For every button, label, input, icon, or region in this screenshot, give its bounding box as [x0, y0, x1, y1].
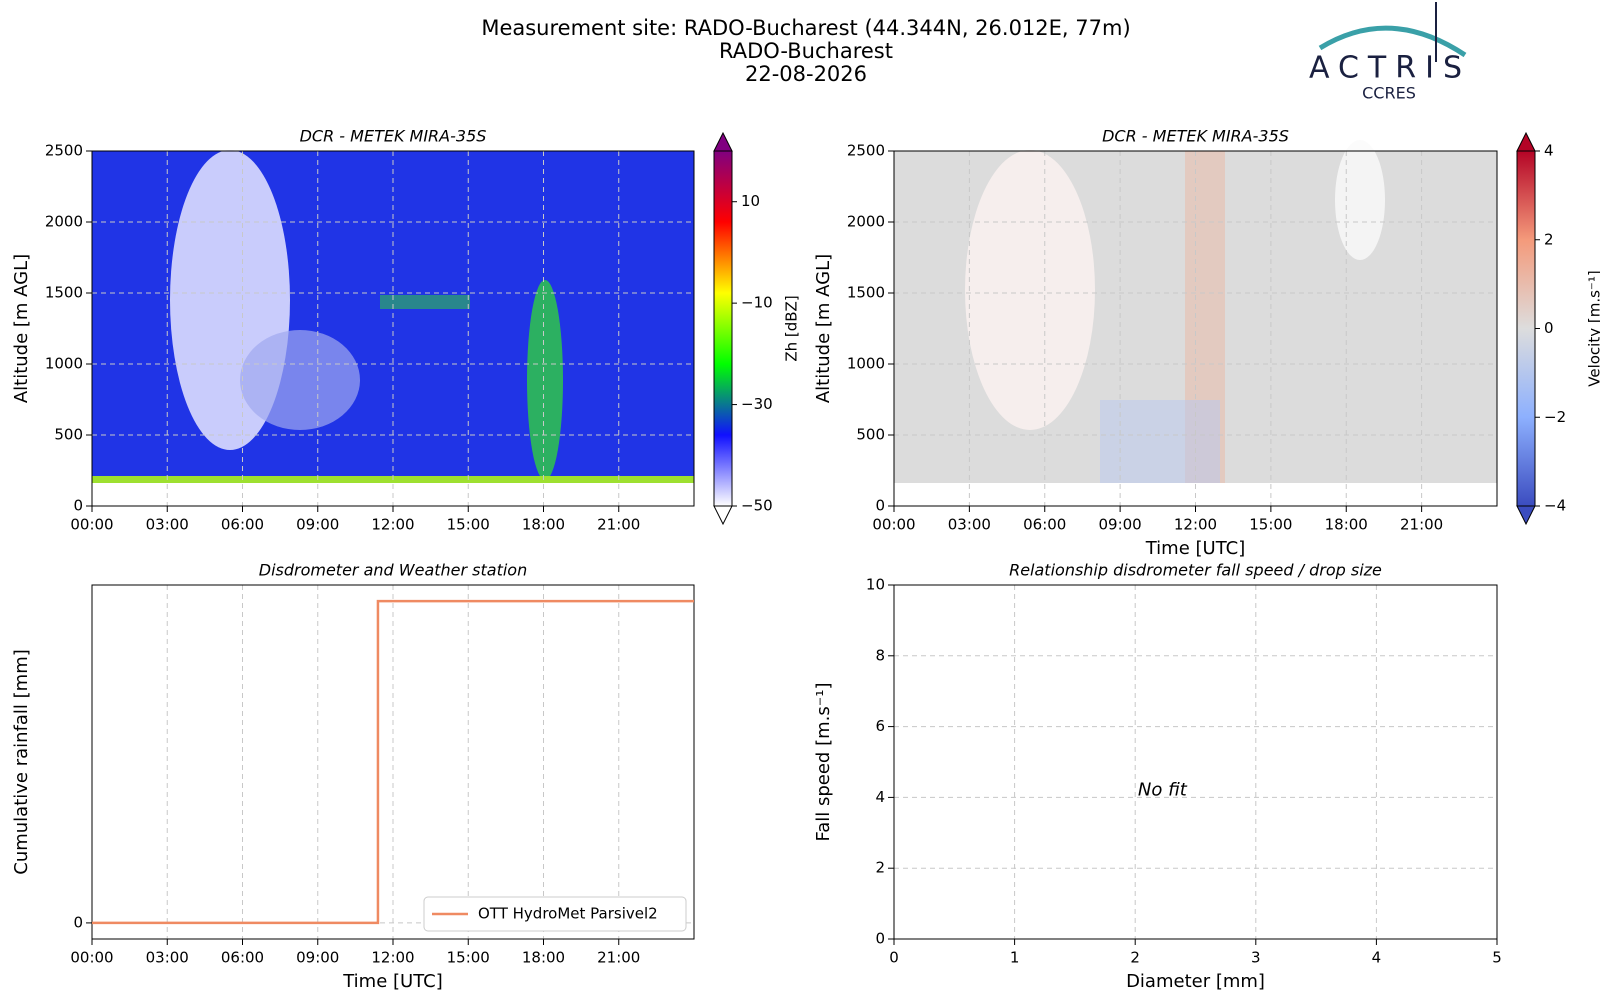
- colorbar-extend: [1516, 131, 1536, 152]
- panel-title: Relationship disdrometer fall speed / dr…: [1009, 561, 1382, 580]
- x-axis-label: Time [UTC]: [1145, 538, 1246, 559]
- figure-date: 22-08-2026: [745, 62, 867, 86]
- colorbar: [713, 150, 733, 507]
- y-tick-label: 500: [856, 426, 885, 444]
- x-tick-label: 15:00: [1249, 516, 1292, 534]
- line-series: [92, 599, 694, 925]
- colorbar-tick-label: 10: [741, 192, 760, 210]
- x-tick-label: 06:00: [221, 949, 264, 967]
- figure-title: Measurement site: RADO-Bucharest (44.344…: [481, 16, 1130, 40]
- colorbar-tick-label: −30: [741, 395, 773, 413]
- colorbar-tick-label: −4: [1544, 497, 1566, 515]
- texture: [380, 295, 470, 309]
- plot-frame: [91, 584, 695, 940]
- figure-subtitle: RADO-Bucharest: [719, 39, 893, 63]
- colorbar-tick-label: 0: [1544, 319, 1554, 337]
- x-tick-label: 03:00: [948, 516, 991, 534]
- logo-subtitle: CCRES: [1362, 84, 1416, 103]
- plot-frame: [91, 150, 695, 507]
- y-tick-label: 2000: [847, 213, 885, 231]
- y-tick-label: 0: [73, 497, 83, 515]
- y-tick-label: 0: [875, 497, 885, 515]
- x-tick-label: 00:00: [872, 516, 915, 534]
- colorbar-tick-label: −2: [1544, 408, 1566, 426]
- x-tick-label: 15:00: [447, 949, 490, 967]
- x-tick-label: 00:00: [70, 516, 113, 534]
- texture: [965, 150, 1095, 430]
- y-tick-label: 8: [875, 646, 885, 664]
- x-tick-label: 03:00: [146, 949, 189, 967]
- x-tick-label: 15:00: [447, 516, 490, 534]
- x-tick-label: 18:00: [1325, 516, 1368, 534]
- y-tick-label: 500: [54, 426, 83, 444]
- x-tick-label: 0: [889, 949, 899, 967]
- x-tick-label: 2: [1130, 949, 1140, 967]
- logo: ACTRIS CCRES: [1309, 2, 1471, 103]
- logo-arc: [1318, 25, 1467, 58]
- y-tick-label: 2000: [45, 213, 83, 231]
- x-tick-label: 18:00: [522, 949, 565, 967]
- x-tick-label: 12:00: [1174, 516, 1217, 534]
- panel-title: Disdrometer and Weather station: [259, 561, 527, 580]
- y-tick-label: 10: [866, 576, 885, 594]
- colorbar-label: Zh [dBZ]: [783, 295, 801, 361]
- x-tick-label: 12:00: [371, 516, 414, 534]
- y-axis-label: Cumulative rainfall [mm]: [11, 649, 32, 875]
- x-tick-label: 4: [1372, 949, 1382, 967]
- plot-frame: [893, 150, 1498, 507]
- x-tick-label: 5: [1492, 949, 1502, 967]
- x-tick-label: 12:00: [371, 949, 414, 967]
- y-axis-label: Altitude [m AGL]: [11, 254, 32, 403]
- x-tick-label: 09:00: [296, 516, 339, 534]
- colorbar-extend: [713, 131, 733, 152]
- y-axis-label: Altitude [m AGL]: [813, 254, 834, 403]
- legend: [423, 896, 687, 932]
- plot-frame: [893, 584, 1498, 940]
- y-tick-label: 1500: [45, 284, 83, 302]
- y-tick-label: 6: [875, 717, 885, 735]
- x-tick-label: 21:00: [597, 949, 640, 967]
- colorbar: [1516, 150, 1536, 507]
- x-tick-label: 00:00: [70, 949, 113, 967]
- colorbar-tick-label: −50: [741, 497, 773, 515]
- x-tick-label: 1: [1010, 949, 1020, 967]
- y-tick-label: 2500: [45, 142, 83, 160]
- legend-label[interactable]: OTT HydroMet Parsivel2: [478, 905, 658, 923]
- x-tick-label: 09:00: [1099, 516, 1142, 534]
- x-tick-label: 03:00: [146, 516, 189, 534]
- x-tick-label: 21:00: [597, 516, 640, 534]
- x-axis-label: Time [UTC]: [342, 971, 443, 992]
- y-tick-label: 4: [875, 788, 885, 806]
- y-axis-label: Fall speed [m.s⁻¹]: [813, 683, 834, 842]
- x-tick-label: 18:00: [522, 516, 565, 534]
- texture: [1335, 140, 1385, 260]
- y-tick-label: 2: [875, 859, 885, 877]
- annotation: No fit: [1138, 779, 1188, 800]
- x-tick-label: 06:00: [1023, 516, 1066, 534]
- y-tick-label: 0: [73, 913, 83, 931]
- x-tick-label: 3: [1251, 949, 1261, 967]
- logo-name: ACTRIS: [1309, 51, 1471, 86]
- y-tick-label: 1000: [45, 355, 83, 373]
- panel-title: DCR - METEK MIRA-35S: [1102, 127, 1289, 146]
- colorbar-extend: [713, 505, 733, 526]
- texture: [527, 280, 563, 480]
- panel-title: DCR - METEK MIRA-35S: [300, 127, 487, 146]
- x-tick-label: 06:00: [221, 516, 264, 534]
- y-tick-label: 0: [875, 930, 885, 948]
- texture: [1100, 400, 1220, 483]
- y-tick-label: 2500: [847, 142, 885, 160]
- y-tick-label: 1500: [847, 284, 885, 302]
- y-tick-label: 1000: [847, 355, 885, 373]
- texture: [240, 330, 360, 430]
- colorbar-label: Velocity [m.s⁻¹]: [1586, 270, 1600, 386]
- colorbar-tick-label: 2: [1544, 230, 1554, 248]
- x-axis-label: Diameter [mm]: [1126, 971, 1265, 992]
- colorbar-extend: [1516, 505, 1536, 526]
- x-tick-label: 21:00: [1400, 516, 1443, 534]
- colorbar-tick-label: −10: [741, 294, 773, 312]
- x-tick-label: 09:00: [296, 949, 339, 967]
- colorbar-tick-label: 4: [1544, 142, 1554, 160]
